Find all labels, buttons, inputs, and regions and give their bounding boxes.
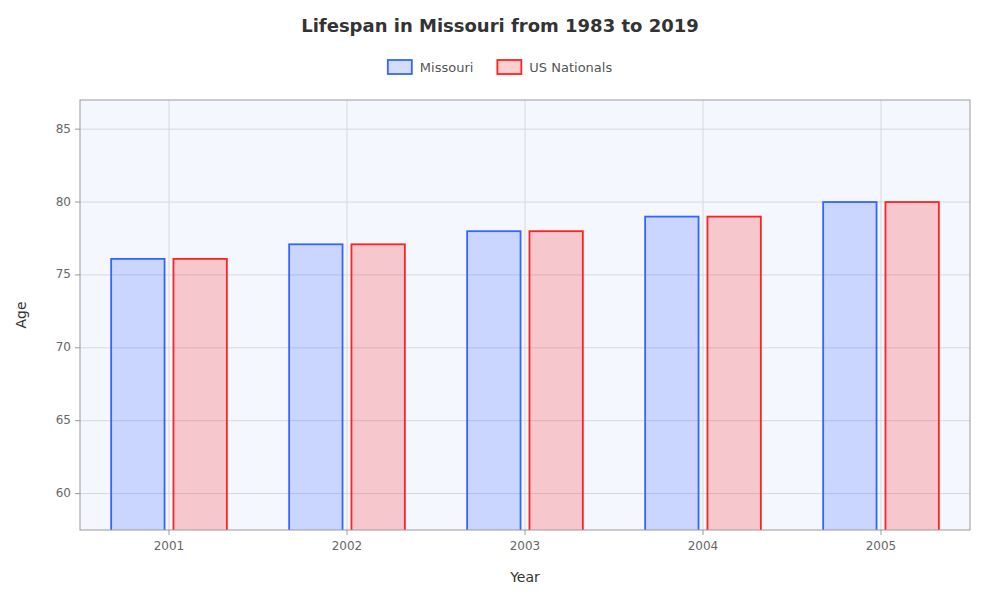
tick-mark [75, 202, 80, 203]
legend-item: Missouri [388, 60, 474, 75]
y-axis-label: Age [13, 301, 29, 328]
tick-mark [75, 129, 80, 130]
chart: 60 65 70 75 80 85 2001 2002 2003 2004 2005 Year Age L… [0, 0, 1000, 600]
grid-line-x [169, 100, 170, 530]
tick-label: 2004 [688, 539, 719, 553]
tick-label: 2001 [154, 539, 185, 553]
bar [289, 244, 342, 530]
tick-label: 75 [56, 267, 71, 281]
legend-item: US Nationals [497, 60, 612, 75]
grid-line-x [525, 100, 526, 530]
tick-mark [881, 530, 882, 535]
bars [111, 202, 939, 530]
x-axis: 2001 2002 2003 2004 2005 [154, 530, 897, 553]
bar [529, 231, 582, 530]
tick-label: 2005 [866, 539, 897, 553]
grid-line-x [703, 100, 704, 530]
bar [823, 202, 876, 530]
tick-label: 85 [56, 122, 71, 136]
bar [351, 244, 404, 530]
tick-label: 2003 [510, 539, 541, 553]
tick-mark [75, 493, 80, 494]
y-axis: 60 65 70 75 80 85 [56, 122, 80, 500]
legend: Missouri US Nationals [388, 60, 613, 75]
bar [885, 202, 938, 530]
title: Lifespan in Missouri from 1983 to 2019 [301, 15, 699, 36]
grid-line-x [347, 100, 348, 530]
bar [111, 259, 164, 530]
legend-swatch [497, 60, 521, 74]
plot-frame [80, 100, 970, 530]
tick-mark [169, 530, 170, 535]
x-axis-label: Year [509, 569, 540, 585]
tick-mark [525, 530, 526, 535]
tick-mark [75, 347, 80, 348]
tick-label: 2002 [332, 539, 363, 553]
bar [173, 259, 226, 530]
grid-line-x [881, 100, 882, 530]
bar [645, 217, 698, 530]
tick-mark [703, 530, 704, 535]
tick-label: 65 [56, 413, 71, 427]
legend-swatch [388, 60, 412, 74]
tick-mark [347, 530, 348, 535]
tick-mark [75, 274, 80, 275]
tick-label: 80 [56, 195, 71, 209]
bar [467, 231, 520, 530]
tick-mark [75, 420, 80, 421]
bar [707, 217, 760, 530]
tick-label: 70 [56, 340, 71, 354]
legend-label: Missouri [420, 60, 474, 75]
tick-label: 60 [56, 486, 71, 500]
legend-label: US Nationals [529, 60, 612, 75]
